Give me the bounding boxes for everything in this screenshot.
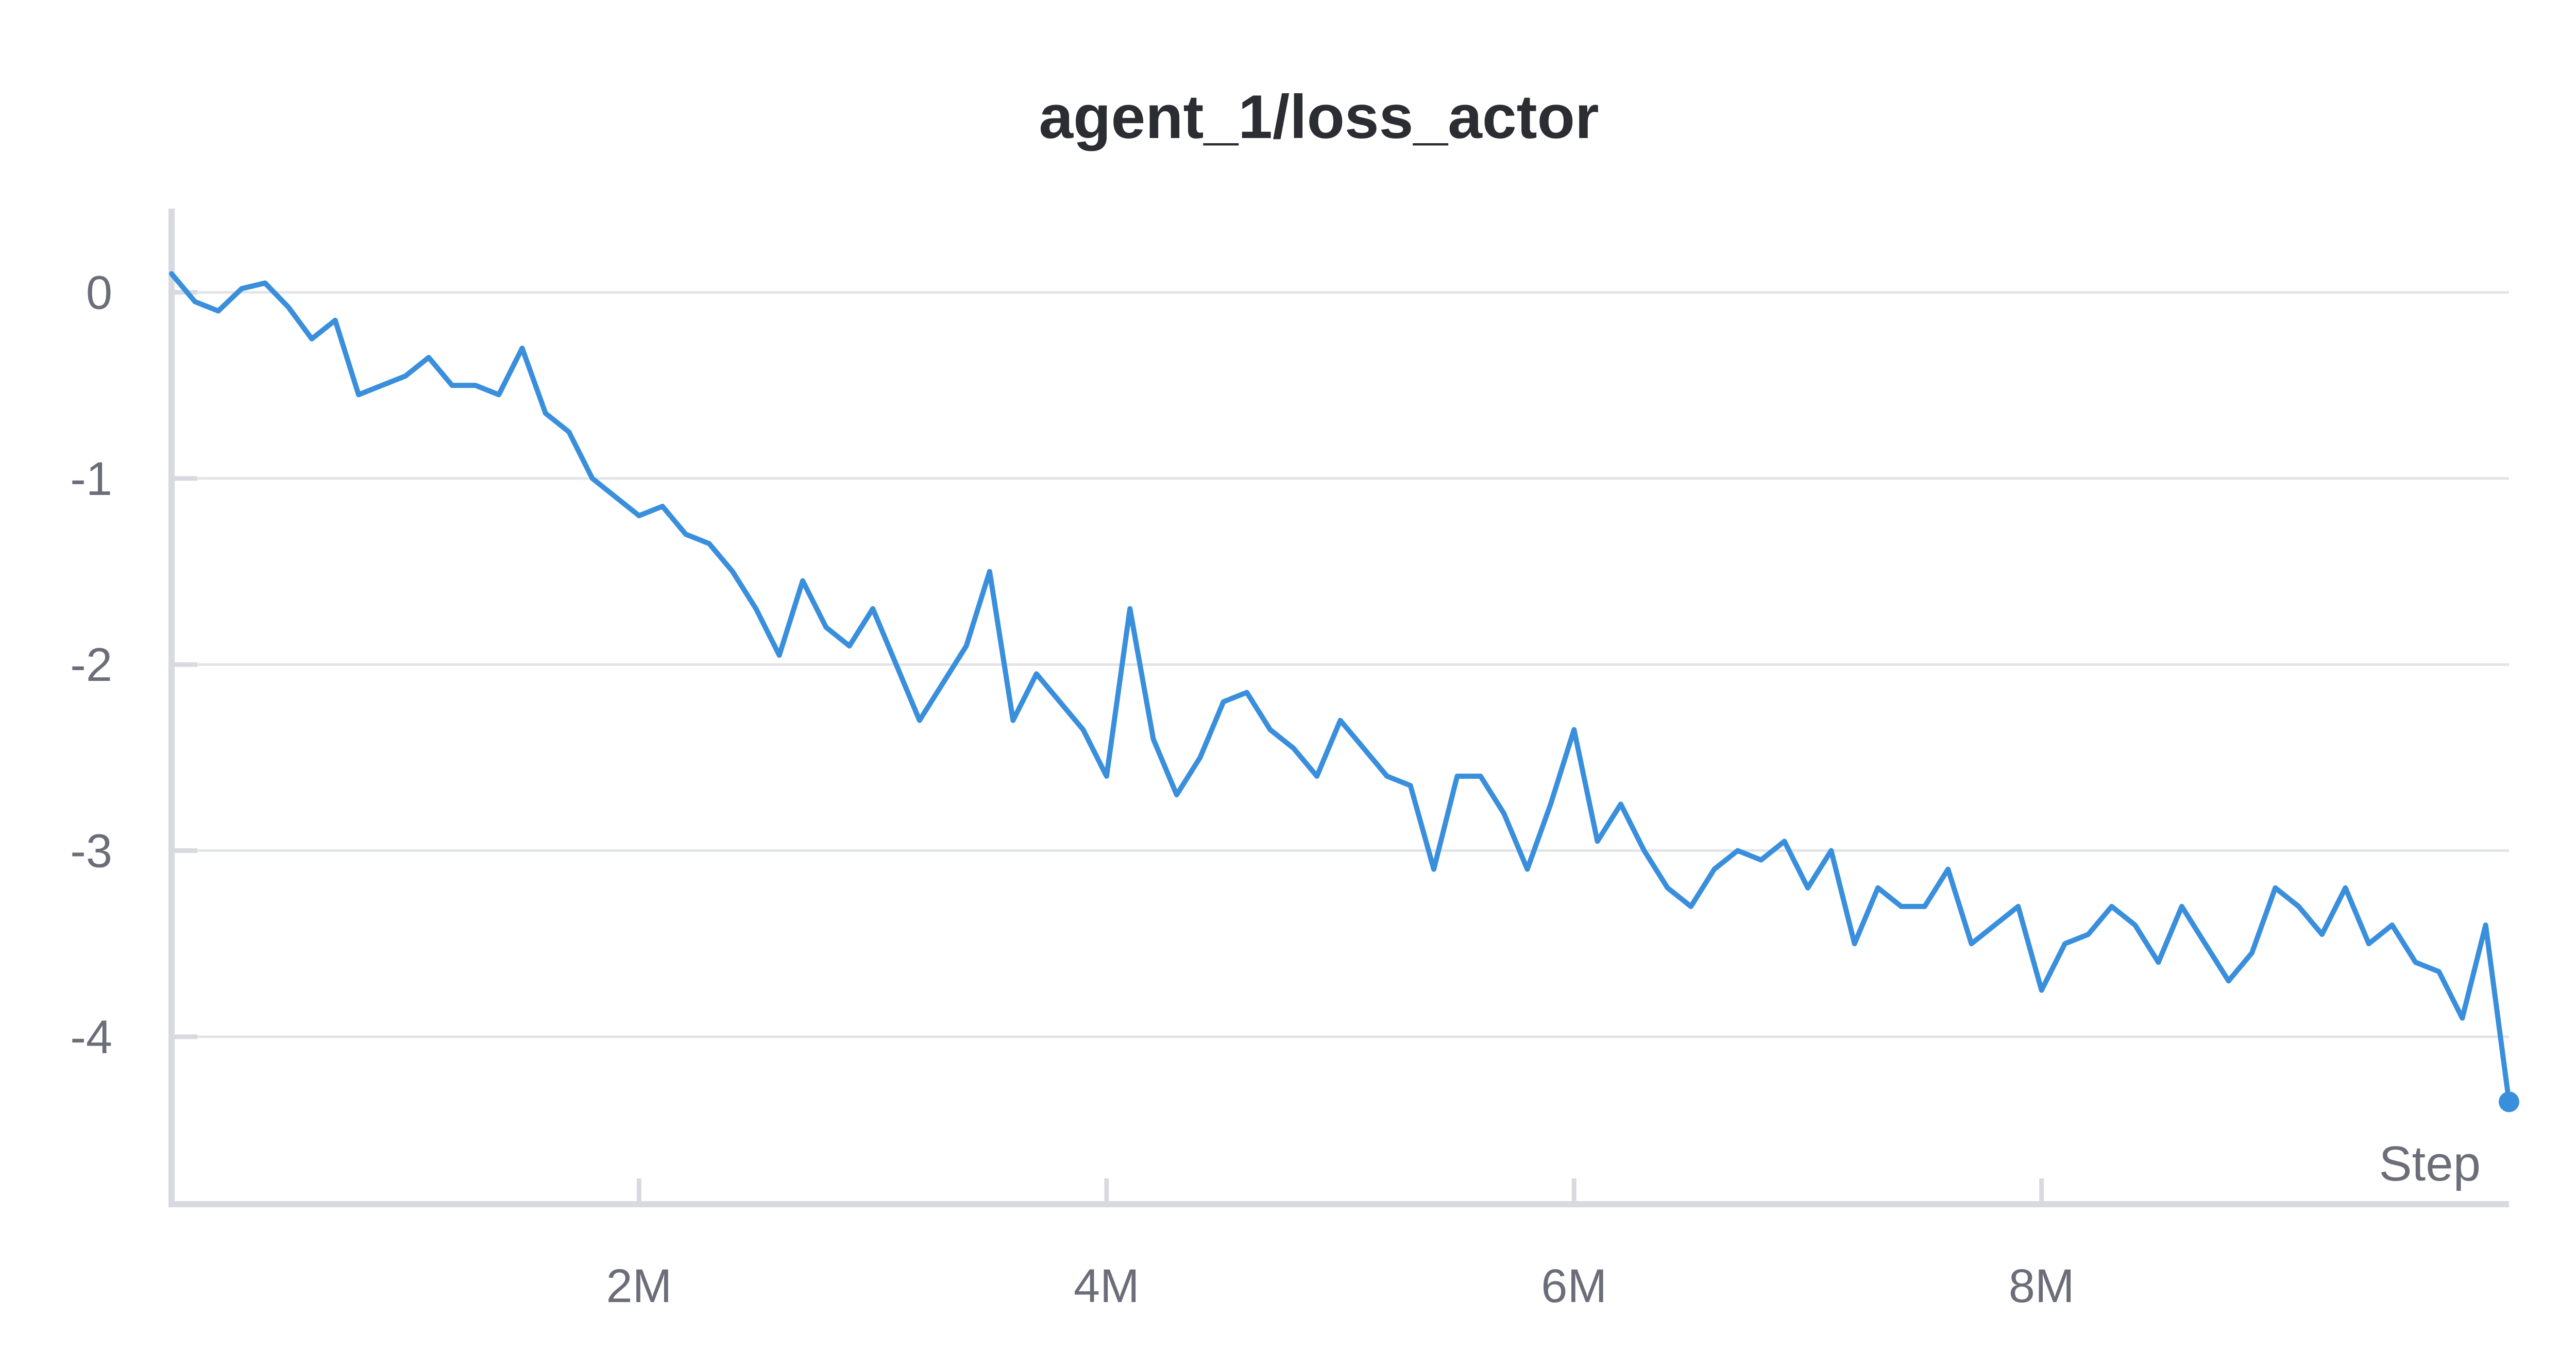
tick-labels: 0 -1 -2 -3 -4 2M 4M 6M 8M [70,267,2074,1312]
series-line [169,271,2512,1105]
last-point-marker [2499,1091,2519,1113]
y-tick-label: -2 [70,639,112,691]
x-axis-label: Step [2379,1136,2481,1191]
y-tick-label: 0 [86,267,112,319]
x-tick-label: 6M [1541,1260,1607,1312]
chart-title: agent_1/loss_actor [1039,82,1599,151]
x-tick-label: 4M [1074,1260,1140,1312]
axes [168,209,2509,1207]
series-layer [169,271,2519,1113]
x-tick-label: 2M [606,1260,672,1312]
y-tick-label: -1 [70,453,112,505]
x-tick-label: 8M [2009,1260,2075,1312]
y-tick-label: -4 [70,1011,112,1064]
gridlines [172,291,2509,1038]
y-tick-label: -3 [70,825,112,878]
